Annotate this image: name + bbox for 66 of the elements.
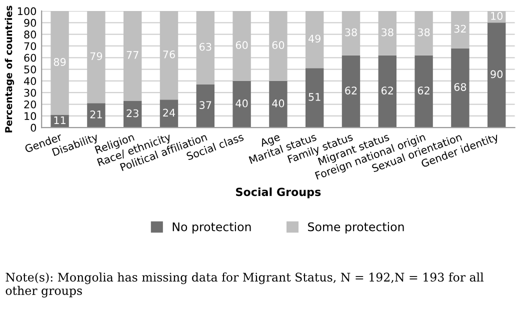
data-label: 38 xyxy=(382,28,394,36)
data-label: 24 xyxy=(163,108,176,116)
data-label: 37 xyxy=(200,101,212,110)
data-label: 60 xyxy=(272,41,284,50)
bar xyxy=(414,55,433,128)
bar xyxy=(124,100,142,128)
data-label: 68 xyxy=(454,83,466,91)
data-label: 76 xyxy=(163,50,175,58)
bar xyxy=(160,100,178,128)
legend-label: No protection xyxy=(172,222,251,234)
bar xyxy=(378,55,396,128)
y-tick-label: 30 xyxy=(24,88,36,97)
bar xyxy=(87,11,106,104)
y-tick-label: 20 xyxy=(24,100,36,108)
data-label: 38 xyxy=(345,28,357,36)
bar xyxy=(196,11,214,84)
bar xyxy=(306,11,324,68)
data-label: 62 xyxy=(418,86,430,94)
x-axis-title: Social Groups xyxy=(236,188,321,198)
bar xyxy=(160,11,178,100)
y-tick-label: 40 xyxy=(24,77,36,86)
data-label: 49 xyxy=(308,34,320,43)
y-tick-label: 60 xyxy=(24,54,36,62)
data-label: 79 xyxy=(90,52,102,60)
y-axis-title: Percentage of countries xyxy=(4,6,14,132)
bar xyxy=(124,11,142,101)
data-label: 23 xyxy=(126,109,138,118)
data-label: 89 xyxy=(54,58,66,66)
data-label: 60 xyxy=(236,41,248,50)
bar xyxy=(414,11,433,56)
bar xyxy=(488,22,506,128)
bar xyxy=(378,11,396,56)
bar xyxy=(269,11,288,81)
y-tick-label: 0 xyxy=(30,124,36,132)
bar xyxy=(306,68,324,128)
bar xyxy=(87,103,106,128)
bar xyxy=(342,11,360,56)
y-tick-label: 70 xyxy=(24,42,36,50)
data-label: 62 xyxy=(382,86,393,94)
bar xyxy=(269,80,288,128)
data-label: 62 xyxy=(345,86,357,94)
data-label: 21 xyxy=(90,110,102,118)
bar xyxy=(451,48,470,128)
bar xyxy=(232,11,251,81)
data-label: 10 xyxy=(491,12,503,20)
bar xyxy=(196,84,214,128)
legend-label: Some protection xyxy=(308,222,404,234)
bar xyxy=(451,11,470,48)
y-tick-label: 100 xyxy=(18,7,36,16)
y-tick-label: 90 xyxy=(24,18,36,27)
y-tick-label: 80 xyxy=(24,30,36,38)
bar xyxy=(232,80,251,128)
data-label: 40 xyxy=(236,99,248,108)
data-label: 77 xyxy=(126,51,138,59)
data-label: 32 xyxy=(454,24,466,33)
text: Note(s): Mongolia has missing data for Migrant Status, N = 192,N = 193 for all other groups xyxy=(6,272,484,298)
data-label: 40 xyxy=(272,99,284,108)
y-tick-label: 50 xyxy=(24,66,36,74)
y-tick-label: 10 xyxy=(24,112,36,120)
data-label: 90 xyxy=(490,70,503,78)
data-label: 38 xyxy=(418,28,430,36)
data-label: 63 xyxy=(200,42,212,51)
bar xyxy=(50,11,69,115)
data-label: 51 xyxy=(308,93,320,101)
data-label: 11 xyxy=(54,116,66,124)
bar xyxy=(342,55,360,128)
